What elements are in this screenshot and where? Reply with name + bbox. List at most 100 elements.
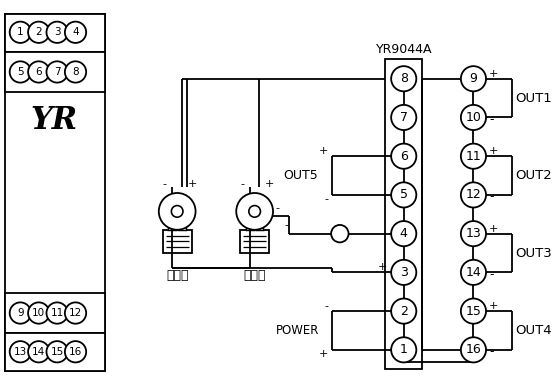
Circle shape bbox=[236, 193, 273, 230]
Text: 9: 9 bbox=[470, 72, 477, 85]
Text: -: - bbox=[276, 204, 280, 213]
Text: -: - bbox=[163, 179, 166, 189]
Circle shape bbox=[9, 341, 31, 362]
Text: +: + bbox=[378, 261, 387, 271]
Text: 2: 2 bbox=[36, 27, 42, 37]
Text: 3: 3 bbox=[400, 266, 408, 279]
Circle shape bbox=[65, 61, 86, 83]
Text: -: - bbox=[240, 179, 244, 189]
Text: 16: 16 bbox=[466, 343, 481, 357]
Text: 9: 9 bbox=[17, 308, 24, 318]
Text: +: + bbox=[489, 301, 498, 311]
Bar bbox=[5, 14, 104, 371]
Text: 8: 8 bbox=[72, 67, 79, 77]
Circle shape bbox=[461, 105, 486, 130]
Circle shape bbox=[461, 260, 486, 285]
Text: +: + bbox=[319, 349, 328, 359]
Bar bbox=[385, 59, 422, 369]
Text: 14: 14 bbox=[466, 266, 481, 279]
Circle shape bbox=[9, 302, 31, 324]
Text: +: + bbox=[264, 179, 274, 189]
Circle shape bbox=[391, 221, 416, 246]
Bar bbox=[256, 224, 264, 230]
Text: -: - bbox=[285, 220, 289, 230]
Circle shape bbox=[159, 193, 195, 230]
Bar bbox=[5, 293, 104, 333]
Text: 5: 5 bbox=[400, 188, 408, 201]
Circle shape bbox=[171, 206, 183, 217]
Text: 8: 8 bbox=[400, 72, 408, 85]
Text: 三线制: 三线制 bbox=[244, 270, 266, 283]
Text: 5: 5 bbox=[17, 67, 24, 77]
Circle shape bbox=[391, 260, 416, 285]
Text: +: + bbox=[319, 146, 328, 156]
Text: 15: 15 bbox=[466, 305, 481, 318]
Circle shape bbox=[28, 341, 49, 362]
Circle shape bbox=[47, 61, 68, 83]
Circle shape bbox=[391, 144, 416, 169]
Circle shape bbox=[391, 337, 416, 362]
Text: OUT4: OUT4 bbox=[515, 324, 552, 337]
Bar bbox=[178, 224, 186, 230]
Circle shape bbox=[47, 22, 68, 43]
Text: YR9044A: YR9044A bbox=[376, 43, 432, 56]
Circle shape bbox=[461, 337, 486, 362]
Text: OUT3: OUT3 bbox=[515, 246, 552, 259]
Text: +: + bbox=[188, 179, 197, 189]
Circle shape bbox=[47, 341, 68, 362]
Circle shape bbox=[461, 298, 486, 324]
Bar bbox=[5, 52, 104, 92]
Text: 11: 11 bbox=[51, 308, 64, 318]
Text: OUT2: OUT2 bbox=[515, 169, 552, 182]
Circle shape bbox=[461, 221, 486, 246]
Text: -: - bbox=[489, 113, 493, 126]
Text: 6: 6 bbox=[400, 150, 408, 163]
Circle shape bbox=[391, 105, 416, 130]
Text: -: - bbox=[324, 301, 328, 311]
Text: -: - bbox=[489, 268, 493, 281]
Text: -: - bbox=[324, 194, 328, 204]
Text: 7: 7 bbox=[400, 111, 408, 124]
Text: 2: 2 bbox=[400, 305, 408, 318]
Text: +: + bbox=[489, 224, 498, 234]
Circle shape bbox=[249, 206, 260, 217]
Bar bbox=[5, 14, 104, 52]
Text: 13: 13 bbox=[14, 347, 27, 357]
Text: +: + bbox=[489, 69, 498, 79]
Circle shape bbox=[65, 341, 86, 362]
Text: 12: 12 bbox=[466, 188, 481, 201]
Circle shape bbox=[28, 61, 49, 83]
Text: OUT5: OUT5 bbox=[284, 169, 319, 182]
Circle shape bbox=[331, 225, 349, 243]
Bar bbox=[246, 224, 254, 230]
Circle shape bbox=[47, 302, 68, 324]
Text: 6: 6 bbox=[36, 67, 42, 77]
Text: 16: 16 bbox=[69, 347, 82, 357]
Bar bbox=[240, 230, 269, 253]
Circle shape bbox=[391, 66, 416, 91]
Circle shape bbox=[391, 182, 416, 208]
Text: 4: 4 bbox=[400, 227, 408, 240]
Circle shape bbox=[65, 22, 86, 43]
Bar bbox=[5, 333, 104, 371]
Circle shape bbox=[65, 302, 86, 324]
Text: 二线制: 二线制 bbox=[166, 270, 189, 283]
Text: OUT1: OUT1 bbox=[515, 92, 552, 105]
Text: 7: 7 bbox=[54, 67, 60, 77]
Circle shape bbox=[9, 22, 31, 43]
Circle shape bbox=[461, 66, 486, 91]
Text: POWER: POWER bbox=[276, 324, 319, 337]
Text: 15: 15 bbox=[51, 347, 64, 357]
Bar bbox=[163, 230, 191, 253]
Circle shape bbox=[461, 144, 486, 169]
Bar bbox=[169, 224, 176, 230]
Text: +: + bbox=[489, 146, 498, 156]
Text: 14: 14 bbox=[32, 347, 46, 357]
Circle shape bbox=[461, 182, 486, 208]
Text: 12: 12 bbox=[69, 308, 82, 318]
Text: 4: 4 bbox=[72, 27, 79, 37]
Text: -: - bbox=[489, 345, 493, 358]
Text: 1: 1 bbox=[17, 27, 24, 37]
Text: -: - bbox=[489, 190, 493, 203]
Text: YR: YR bbox=[31, 105, 78, 136]
